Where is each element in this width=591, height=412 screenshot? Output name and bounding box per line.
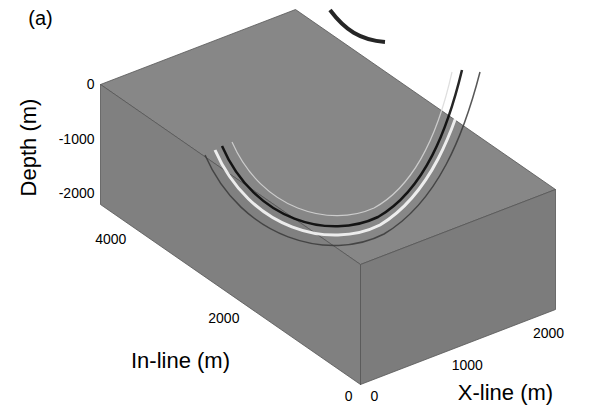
svg-text:In-line (m): In-line (m) — [131, 348, 230, 373]
svg-text:4000: 4000 — [95, 231, 126, 247]
svg-text:-1000: -1000 — [59, 131, 95, 147]
svg-text:0: 0 — [371, 388, 379, 404]
svg-text:Depth (m): Depth (m) — [16, 99, 41, 197]
svg-text:X-line (m): X-line (m) — [458, 380, 553, 405]
svg-text:-2000: -2000 — [59, 185, 95, 201]
svg-text:(a): (a) — [28, 7, 52, 29]
svg-text:1000: 1000 — [452, 357, 483, 373]
svg-text:2000: 2000 — [208, 310, 239, 326]
svg-text:0: 0 — [87, 76, 95, 92]
svg-text:0: 0 — [345, 388, 353, 404]
svg-text:2000: 2000 — [533, 325, 564, 341]
